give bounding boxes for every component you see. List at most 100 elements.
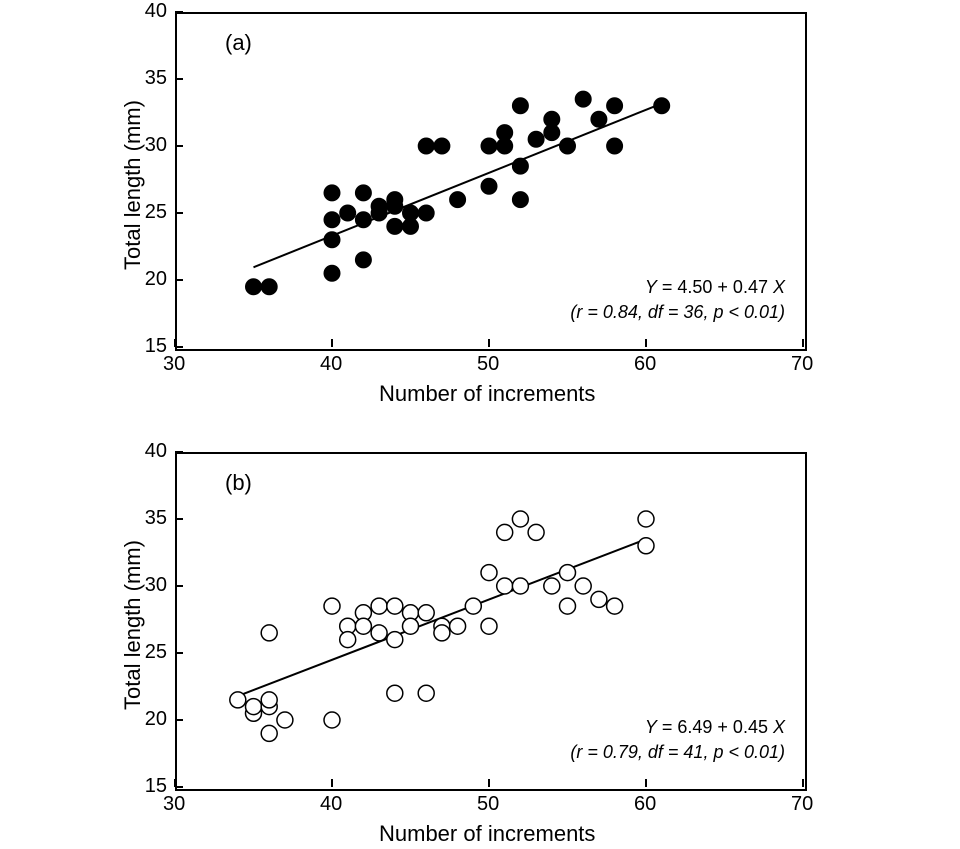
data-point [528,131,544,147]
x-tick [645,339,647,347]
y-tick [175,652,183,654]
data-point [418,685,434,701]
data-point [654,98,670,114]
data-point [246,279,262,295]
data-point [591,591,607,607]
y-tick [175,145,183,147]
data-point [450,192,466,208]
y-tick-label: 30 [145,574,167,597]
x-tick [331,779,333,787]
data-point [355,618,371,634]
data-point [418,605,434,621]
data-point [607,598,623,614]
x-tick-label: 60 [634,353,656,376]
y-axis-label-a: Total length (mm) [120,100,146,270]
data-point [512,192,528,208]
data-point [355,212,371,228]
data-point [528,524,544,540]
data-point [481,138,497,154]
data-point [324,212,340,228]
y-tick [175,451,183,453]
x-tick-label: 40 [320,353,342,376]
data-point [324,712,340,728]
data-point [418,138,434,154]
data-point [512,578,528,594]
equation-b: Y = 6.49 + 0.45 X(r = 0.79, df = 41, p <… [570,715,785,765]
data-point [512,511,528,527]
data-point [261,725,277,741]
data-point [575,578,591,594]
equation-line2: (r = 0.79, df = 41, p < 0.01) [570,740,785,765]
data-point [544,578,560,594]
data-point [497,578,513,594]
data-point [324,598,340,614]
data-point [560,565,576,581]
y-tick-label: 20 [145,268,167,291]
y-tick-label: 25 [145,641,167,664]
data-point [481,178,497,194]
y-tick [175,346,183,348]
data-point [324,185,340,201]
y-tick [175,78,183,80]
data-point [403,218,419,234]
data-point [512,158,528,174]
x-tick-label: 70 [791,793,813,816]
panel-letter-b: (b) [225,470,252,496]
x-tick-label: 60 [634,793,656,816]
data-point [261,625,277,641]
y-tick [175,518,183,520]
equation-line1: Y = 6.49 + 0.45 X [570,715,785,740]
data-point [340,205,356,221]
data-point [277,712,293,728]
x-tick [488,339,490,347]
y-tick-label: 35 [145,507,167,530]
data-point [387,632,403,648]
data-point [512,98,528,114]
data-point [575,91,591,107]
data-point [355,185,371,201]
data-point [497,524,513,540]
x-axis-label-b: Number of increments [379,821,595,847]
y-tick-label: 40 [145,440,167,463]
x-tick [331,339,333,347]
data-point [418,205,434,221]
data-point [246,699,262,715]
data-point [340,632,356,648]
data-point [591,111,607,127]
data-point [387,598,403,614]
y-tick [175,279,183,281]
y-tick-label: 15 [145,775,167,798]
data-point [261,692,277,708]
data-point [607,98,623,114]
equation-line1: Y = 4.50 + 0.47 X [570,275,785,300]
y-tick [175,585,183,587]
data-point [560,598,576,614]
data-point [560,138,576,154]
x-tick-label: 70 [791,353,813,376]
x-tick-label: 40 [320,793,342,816]
regression-line-a [254,104,662,268]
y-tick [175,11,183,13]
data-point [638,511,654,527]
data-point [355,252,371,268]
data-point [434,138,450,154]
data-point [324,265,340,281]
y-tick-label: 15 [145,335,167,358]
data-point [481,618,497,634]
data-point [544,111,560,127]
equation-a: Y = 4.50 + 0.47 X(r = 0.84, df = 36, p <… [570,275,785,325]
data-point [261,279,277,295]
y-tick-label: 40 [145,0,167,23]
data-point [230,692,246,708]
data-point [434,625,450,641]
data-point [371,625,387,641]
x-axis-label-a: Number of increments [379,381,595,407]
data-point [324,232,340,248]
data-point [371,198,387,214]
data-point [371,598,387,614]
equation-line2: (r = 0.84, df = 36, p < 0.01) [570,300,785,325]
x-tick-label: 50 [477,353,499,376]
data-point [403,618,419,634]
data-point [481,565,497,581]
data-point [465,598,481,614]
